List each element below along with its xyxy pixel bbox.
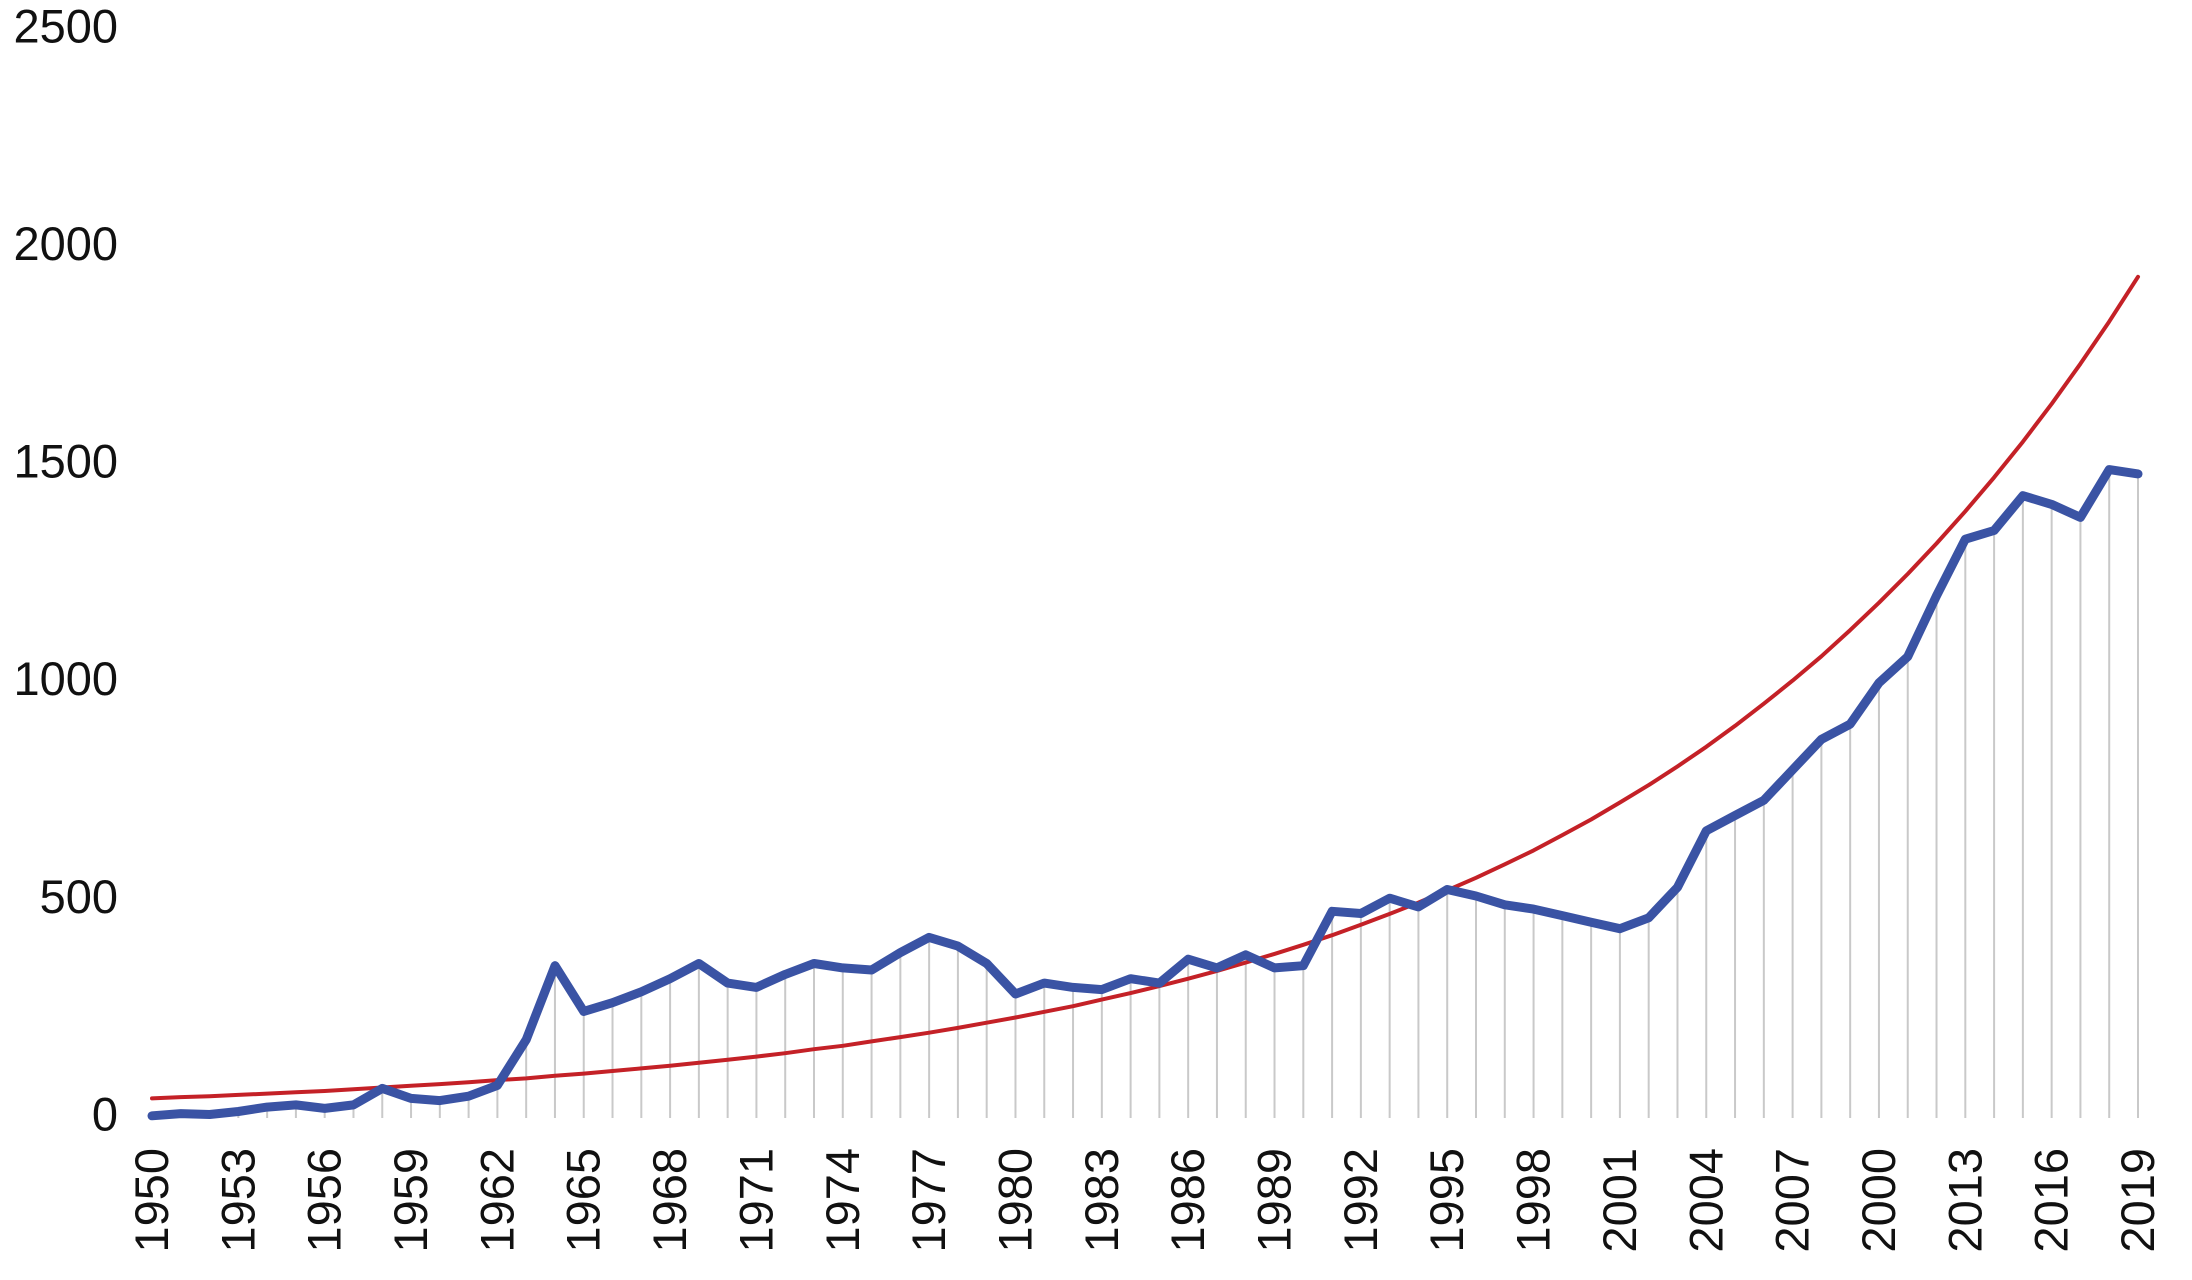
x-axis-tick-label: 1977 <box>902 1148 955 1253</box>
y-axis-tick-label: 2000 <box>13 217 118 270</box>
y-axis-tick-label: 1000 <box>13 652 118 705</box>
x-axis-tick-label: 2013 <box>1938 1148 1991 1253</box>
x-axis-tick-label: 2016 <box>2025 1148 2078 1253</box>
x-axis-tick-label: 1986 <box>1161 1148 1214 1253</box>
drop-lines-group <box>151 469 2139 1118</box>
x-axis-tick-label: 1950 <box>125 1148 178 1253</box>
x-axis-tick-label: 1965 <box>557 1148 610 1253</box>
x-axis-tick-label: 1974 <box>816 1148 869 1253</box>
x-axis-tick-label: 1989 <box>1248 1148 1301 1253</box>
y-axis-tick-label: 500 <box>40 870 118 923</box>
x-axis-tick-label: 2019 <box>2111 1148 2164 1253</box>
x-axis-tick-label: 1983 <box>1075 1148 1128 1253</box>
x-axis-tick-label: 1980 <box>988 1148 1041 1253</box>
y-axis-tick-label: 2500 <box>13 0 118 52</box>
x-axis-tick-label: 2000 <box>1852 1148 1905 1253</box>
series-line-exponential-trend-red <box>150 274 2140 1101</box>
series-line-observed-values-blue <box>147 465 2143 1121</box>
x-axis-tick-label: 1995 <box>1420 1148 1473 1253</box>
x-axis-tick-label: 1971 <box>729 1148 782 1253</box>
y-axis-tick-label: 0 <box>92 1087 118 1140</box>
x-axis-tick-label: 1992 <box>1334 1148 1387 1253</box>
x-axis-tick-label: 2004 <box>1679 1148 1732 1253</box>
x-axis-tick-label: 2001 <box>1593 1148 1646 1253</box>
x-axis-tick-label: 1953 <box>211 1148 264 1253</box>
x-axis-tick-label: 1968 <box>643 1148 696 1253</box>
x-axis-tick-label: 1962 <box>470 1148 523 1253</box>
x-axis-tick-label: 1998 <box>1507 1148 1560 1253</box>
x-axis-tick-label: 1956 <box>298 1148 351 1253</box>
x-axis-tick-label: 2007 <box>1766 1148 1819 1253</box>
x-axis-tick-label: 1959 <box>384 1148 437 1253</box>
y-axis-tick-label: 1500 <box>13 435 118 488</box>
